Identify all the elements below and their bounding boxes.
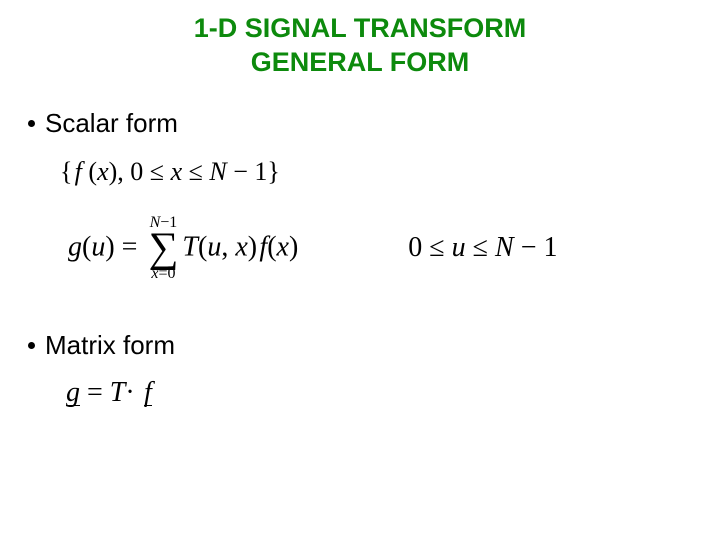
eq-mf: f: [144, 377, 152, 408]
sigma-symbol: ∑: [148, 231, 178, 267]
eq-paren-open: (: [88, 157, 97, 186]
bullet-scalar: Scalar form: [28, 108, 720, 139]
eq-paren-close: ): [109, 157, 118, 186]
slide-title: 1-D SIGNAL TRANSFORM GENERAL FORM: [0, 0, 720, 80]
eq-po3: (: [267, 231, 276, 262]
eq-x3: x: [235, 231, 247, 262]
equation-transform-row: g(u) = N−1∑x=0T(u, x) f(x) 0 ≤ u ≤ N − 1: [68, 215, 720, 283]
title-line-2: GENERAL FORM: [0, 46, 720, 80]
bullet-dot-icon: [28, 120, 35, 127]
equation-set-definition: { f (x), 0 ≤ x ≤ N − 1}: [60, 157, 720, 187]
sigma-eq0: =0: [158, 265, 175, 282]
equation-transform: g(u) = N−1∑x=0T(u, x) f(x): [68, 215, 298, 283]
title-line-1: 1-D SIGNAL TRANSFORM: [0, 12, 720, 46]
eq-T: T: [182, 231, 198, 262]
eq-pc3: ): [289, 231, 298, 262]
eq-rleq: ≤: [466, 232, 495, 263]
eq-N2: N: [495, 232, 514, 263]
eq-u2: u: [207, 231, 221, 262]
bullet-scalar-label: Scalar form: [45, 108, 178, 139]
eq-mdot: ·: [125, 377, 141, 408]
eq-x: x: [97, 157, 109, 186]
bullet-dot-icon-2: [28, 342, 35, 349]
eq-range-start: , 0 ≤: [117, 157, 170, 186]
eq-mg: g: [66, 377, 80, 408]
eq-u3: u: [452, 232, 466, 263]
eq-x4: x: [277, 231, 289, 262]
eq-N: N: [209, 157, 226, 186]
equation-matrix: g = T· f: [66, 377, 720, 409]
eq-po1: (: [82, 231, 91, 262]
eq-pc1: ): [105, 231, 114, 262]
eq-po2: (: [198, 231, 207, 262]
eq-leq: ≤: [182, 157, 209, 186]
eq-u: u: [91, 231, 105, 262]
eq-f: f: [75, 157, 82, 186]
eq-minus1: − 1}: [227, 157, 280, 186]
equation-range: 0 ≤ u ≤ N − 1: [408, 232, 557, 264]
bullet-matrix-label: Matrix form: [45, 330, 175, 361]
eq-f-under: f: [144, 380, 152, 406]
eq-meq: =: [80, 377, 110, 408]
eq-g-under: g: [66, 380, 80, 406]
eq-x2: x: [171, 157, 183, 186]
sigma-block: N−1∑x=0: [148, 215, 178, 283]
eq-pc2: ): [248, 231, 257, 262]
eq-equals: =: [115, 231, 145, 262]
sigma-lower: x=0: [151, 266, 175, 282]
eq-brace-open: {: [60, 157, 72, 186]
eq-r0: 0 ≤: [408, 232, 451, 263]
eq-mT: T: [110, 377, 126, 408]
eq-comma: ,: [221, 231, 235, 262]
bullet-matrix: Matrix form: [28, 330, 720, 361]
eq-rm1: − 1: [514, 232, 558, 263]
eq-g: g: [68, 231, 82, 262]
